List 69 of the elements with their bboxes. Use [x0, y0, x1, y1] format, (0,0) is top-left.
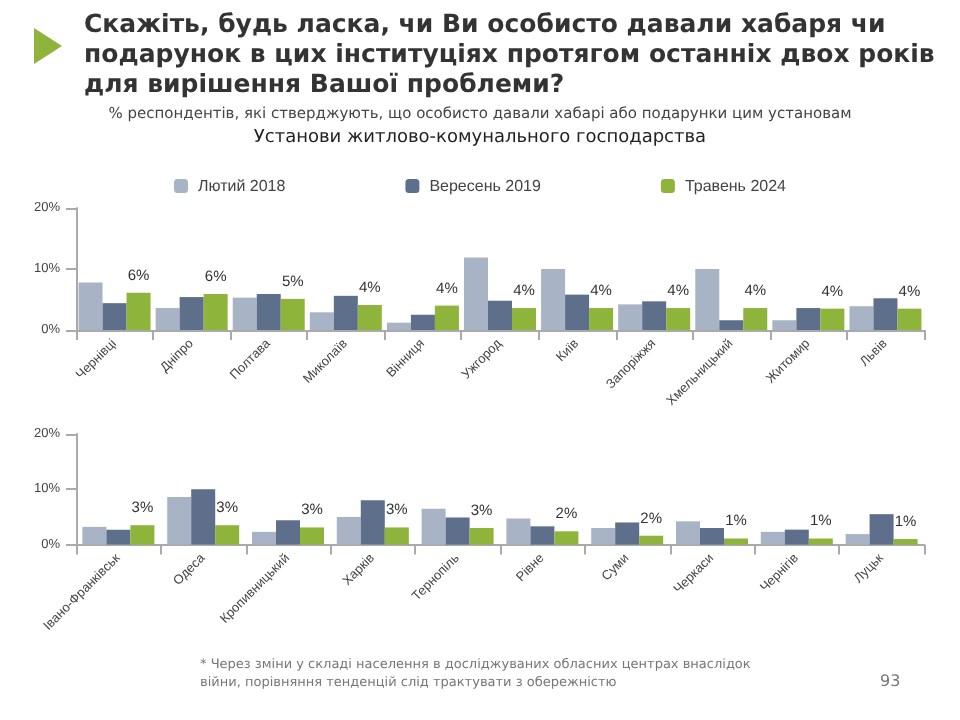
bar	[784, 529, 809, 545]
bar	[618, 304, 643, 330]
text: 93	[880, 672, 901, 690]
bar	[82, 526, 107, 545]
chart-title: Скажіть, будь ласка, чи Ви особисто давали хабаря чи подарунок в цих інституціях протягом останніх двох років для вирішення Вашої проблеми?	[84, 8, 937, 98]
bar	[554, 531, 579, 545]
bar	[869, 514, 894, 545]
bar	[276, 520, 300, 545]
bar	[203, 294, 228, 330]
bar	[512, 308, 536, 330]
bar	[488, 300, 512, 330]
bar	[760, 531, 785, 545]
bar	[360, 500, 385, 545]
bar	[845, 534, 870, 545]
bar	[893, 539, 918, 545]
bar	[106, 529, 131, 545]
bar	[506, 518, 531, 545]
bar	[191, 489, 216, 545]
bar	[252, 531, 276, 545]
bar	[130, 525, 155, 545]
legend-label: Вересень 2019	[429, 177, 542, 195]
bar	[469, 527, 494, 545]
bar	[808, 538, 833, 545]
bar	[676, 521, 700, 545]
bar	[357, 304, 382, 330]
bar	[724, 538, 748, 545]
legend-label: Лютий 2018	[198, 177, 287, 195]
bar	[849, 306, 874, 330]
bar	[280, 298, 305, 330]
bar	[256, 294, 281, 330]
bar	[873, 298, 898, 330]
bar	[772, 320, 797, 330]
bar	[445, 517, 470, 545]
bar	[591, 527, 616, 545]
bar	[167, 497, 192, 545]
bar	[700, 527, 724, 545]
bar	[589, 308, 614, 330]
bar	[421, 508, 446, 545]
bar	[464, 257, 488, 330]
bar	[719, 320, 744, 330]
bar	[102, 303, 127, 330]
bar	[642, 301, 667, 330]
bar	[541, 269, 566, 330]
bar	[386, 322, 411, 330]
bar	[336, 516, 361, 545]
bar	[126, 292, 151, 330]
bar	[565, 294, 590, 330]
bar	[300, 527, 324, 545]
bar	[695, 269, 720, 330]
bar	[384, 527, 409, 545]
bar	[410, 314, 435, 330]
text: Установи житлово-комунального господарства	[251, 128, 709, 148]
bar	[215, 525, 240, 545]
bar	[897, 308, 922, 330]
bar	[155, 308, 180, 330]
bar	[743, 308, 768, 330]
bar	[333, 295, 358, 330]
bar	[78, 282, 103, 330]
legend-label: Травень 2024	[684, 177, 788, 195]
bar	[639, 535, 664, 545]
bar	[434, 305, 459, 330]
bar	[820, 308, 845, 330]
bar	[666, 308, 691, 330]
bar	[232, 297, 257, 330]
bar	[179, 297, 204, 330]
bar	[615, 522, 640, 545]
bar	[530, 526, 555, 545]
bar	[796, 308, 821, 330]
bar	[309, 312, 334, 330]
